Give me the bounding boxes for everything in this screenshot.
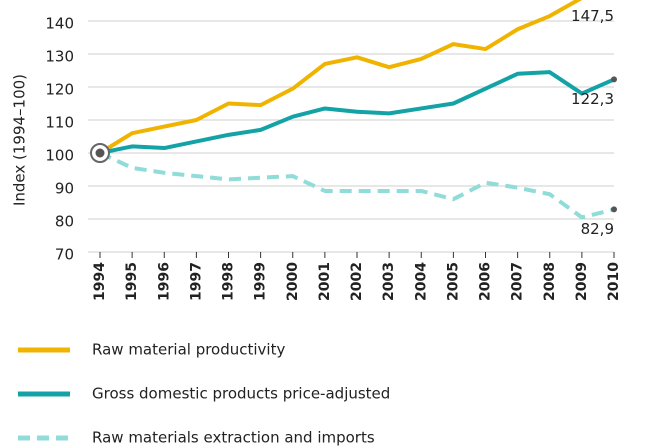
y-tick-label: 90	[55, 180, 74, 198]
end-dot	[611, 206, 617, 213]
y-tick-label: 120	[45, 81, 74, 99]
series-line	[99, 70, 615, 155]
x-tick-label: 2008	[542, 262, 558, 301]
x-tick-label: 2005	[445, 262, 461, 301]
x-tick-label: 1994	[92, 262, 108, 301]
y-tick-label: 140	[45, 15, 74, 33]
series-line	[98, 0, 583, 155]
legend-label: Gross domestic products price-adjusted	[92, 385, 390, 403]
series-line	[99, 151, 615, 220]
x-tick-label: 2004	[413, 262, 429, 301]
x-tick-label: 2009	[574, 262, 590, 301]
x-tick-label: 2007	[510, 262, 526, 301]
x-tick-label: 2000	[285, 262, 301, 301]
x-tick-label: 1997	[188, 262, 204, 301]
y-tick-label: 70	[55, 246, 74, 264]
y-axis-label: Index (1994–100)	[11, 74, 29, 206]
end-dot	[611, 76, 617, 83]
y-tick-label: 100	[45, 147, 74, 165]
x-tick-label: 2002	[349, 262, 365, 301]
x-tick-label: 2006	[478, 262, 494, 301]
x-tick-label: 2010	[606, 262, 622, 301]
value-label: 147,5	[571, 7, 614, 25]
x-tick-label: 1998	[221, 262, 237, 301]
value-label: 122,3	[571, 90, 614, 108]
y-tick-label: 130	[45, 48, 74, 66]
x-tick-label: 2003	[381, 262, 397, 301]
value-label: 82,9	[581, 220, 614, 238]
x-tick-label: 1999	[253, 262, 269, 301]
x-tick-label: 1996	[156, 262, 172, 301]
origin-dot	[95, 148, 105, 158]
x-tick-label: 1995	[124, 262, 140, 301]
x-tick-label: 2001	[317, 262, 333, 301]
legend-label: Raw material productivity	[92, 341, 285, 359]
y-tick-label: 110	[45, 114, 74, 132]
legend-label: Raw materials extraction and imports	[92, 429, 375, 447]
y-tick-label: 80	[55, 213, 74, 231]
